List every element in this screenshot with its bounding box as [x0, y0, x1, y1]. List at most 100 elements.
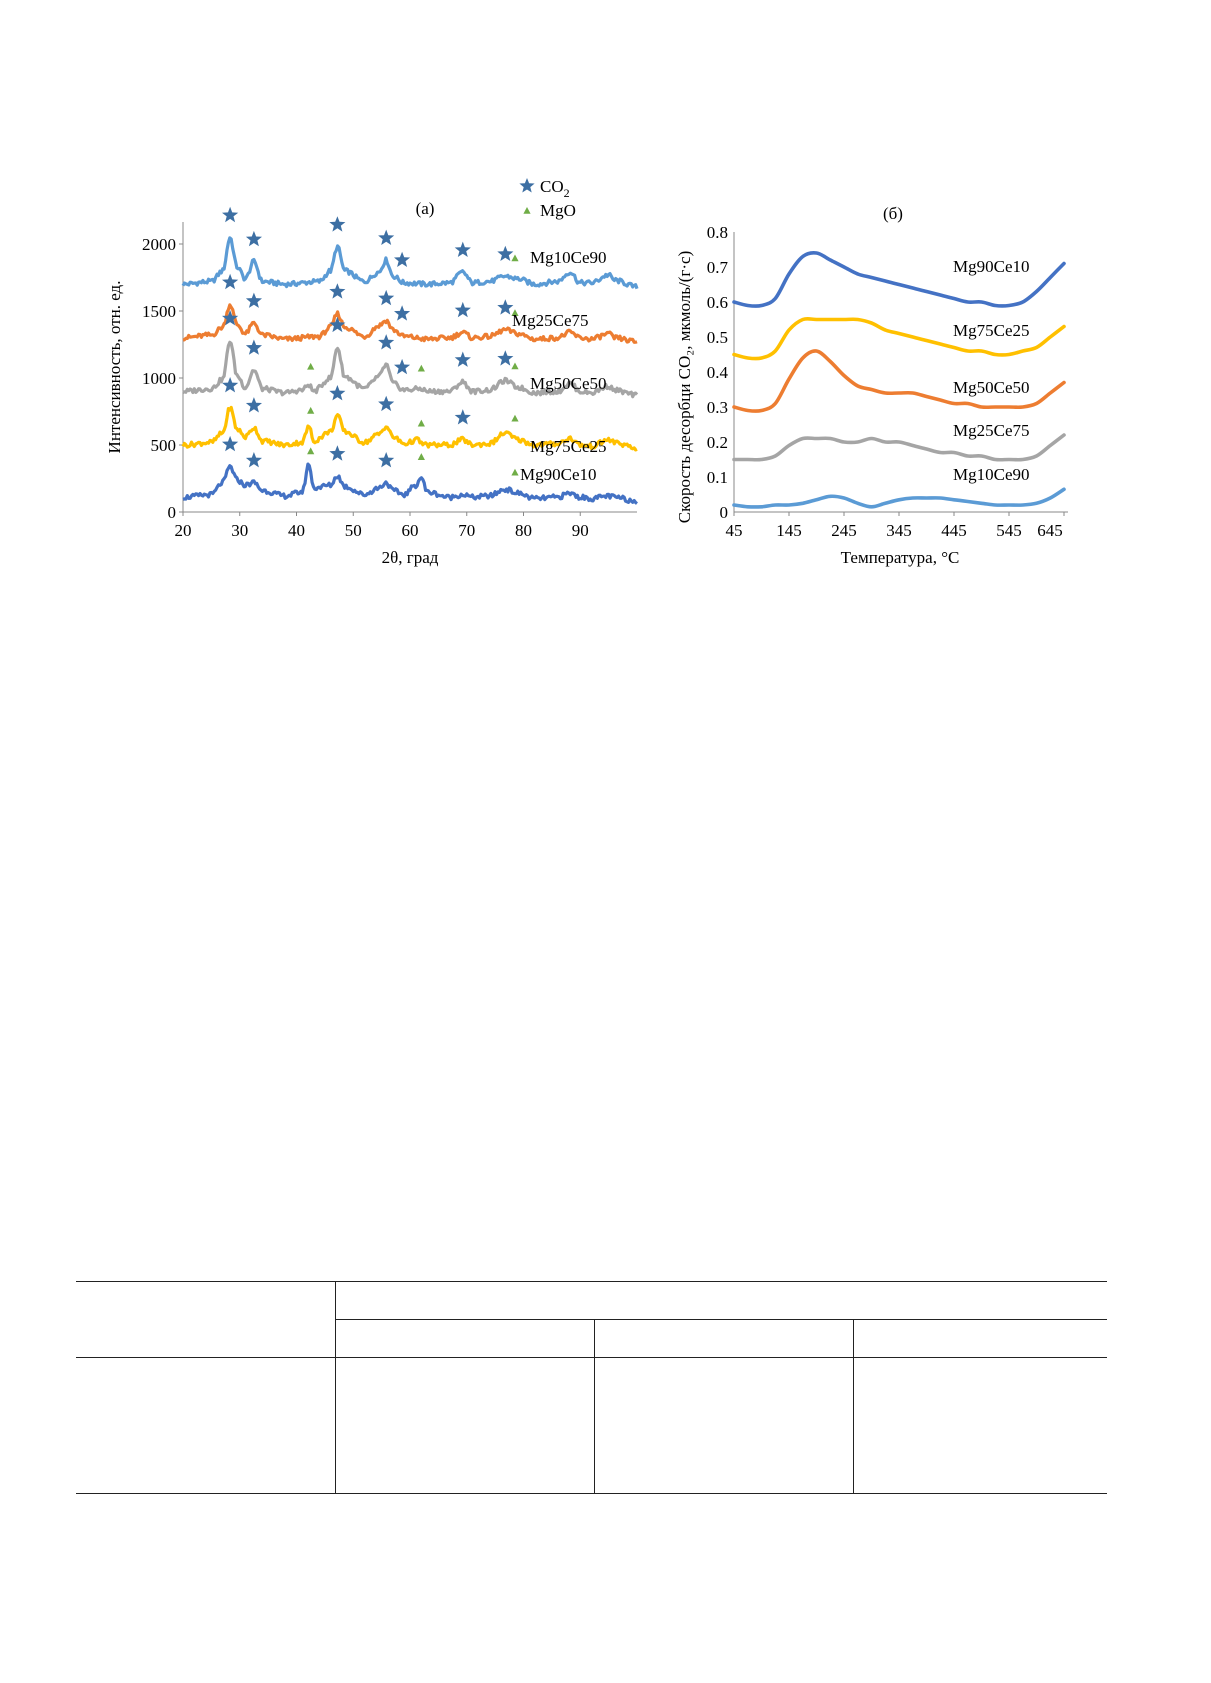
y-tick-label: 0.3: [707, 398, 728, 417]
panel-a-label: (a): [416, 199, 435, 218]
co2-star-icon: [222, 273, 239, 290]
panel-b-label: (б): [883, 204, 903, 223]
tpd-series-Mg10Ce90: [732, 487, 1066, 509]
tpd-series-label: Mg50Ce50: [953, 378, 1030, 397]
co2-star-icon: [222, 206, 239, 223]
xrd-series-label: Mg10Ce90: [530, 248, 607, 267]
y-tick-label: 2000: [142, 235, 176, 254]
x-tick-label: 545: [996, 521, 1022, 540]
co2-star-icon: [454, 351, 471, 367]
x-tick-label: 245: [831, 521, 857, 540]
co2-star-icon: [222, 435, 239, 452]
y-tick-label: 1500: [142, 302, 176, 321]
co2-star-icon: [245, 230, 262, 247]
mgo-triangle-icon: [417, 453, 425, 460]
y-tick-label: 0: [720, 503, 729, 522]
co2-star-icon: [378, 334, 395, 350]
y-tick-label: 0.6: [707, 293, 728, 312]
table-divider-2: [594, 1319, 595, 1493]
mgo-triangle-icon: [307, 362, 315, 370]
y-tick-label: 0.8: [707, 223, 728, 242]
co2-star-icon: [245, 339, 262, 355]
co2-star-icon: [394, 305, 411, 321]
mgo-triangle-icon: [511, 254, 519, 262]
xrd-chart-panel: (a) CO2 MgO 0 500 1000 1500 2000 20 30 40 50 60 7…: [105, 177, 639, 567]
mgo-triangle-icon: [307, 447, 315, 455]
x-tick-label: 345: [886, 521, 912, 540]
co2-star-icon: [222, 377, 239, 393]
xrd-series-Mg90Ce10: [182, 462, 638, 505]
tpd-series-Mg90Ce10: [732, 251, 1066, 308]
panel-b-x-axis-title: Температура, °C: [841, 548, 960, 567]
legend-triangle-icon: [523, 207, 531, 214]
co2-star-icon: [329, 283, 346, 299]
x-tick-label: 80: [515, 521, 532, 540]
tpd-series-Mg50Ce50: [732, 349, 1066, 413]
legend-mgo-label: MgO: [540, 201, 576, 220]
co2-star-icon: [245, 397, 262, 413]
co2-star-icon: [378, 229, 395, 245]
y-tick-label: 1000: [142, 369, 176, 388]
co2-star-icon: [245, 292, 262, 308]
xrd-series-label: Mg90Ce10: [520, 465, 597, 484]
x-tick-label: 60: [402, 521, 419, 540]
co2-star-icon: [497, 350, 514, 366]
tpd-series-Mg25Ce75: [732, 433, 1066, 462]
table-divider-3: [853, 1319, 854, 1493]
mgo-triangle-icon: [307, 406, 315, 414]
table-divider-1: [335, 1281, 336, 1493]
co2-star-icon: [329, 216, 346, 232]
xrd-series-label: Mg75Ce25: [530, 437, 607, 456]
mgo-triangle-icon: [511, 468, 519, 476]
xrd-series-Mg50Ce50: [182, 340, 639, 399]
mgo-triangle-icon: [417, 364, 425, 372]
legend-co2-label: CO2: [540, 177, 570, 200]
y-tick-label: 0.5: [707, 328, 728, 347]
panel-b-y-axis-title: Скорость десорбци CO₂, мкмоль/(г·с): [675, 251, 694, 523]
co2-star-icon: [497, 299, 514, 315]
xrd-series-Mg25Ce75: [182, 303, 638, 344]
x-tick-label: 645: [1037, 521, 1063, 540]
table-bottom-rule: [76, 1493, 1107, 1494]
tpd-chart-panel: (б) 0 0.1 0.2 0.3 0.4 0.5 0.6 0.7 0.8 45 145 245 34…: [675, 204, 1068, 567]
x-tick-label: 70: [458, 521, 475, 540]
x-tick-label: 45: [726, 521, 743, 540]
legend-star-icon: [519, 178, 535, 193]
y-tick-label: 0.7: [707, 258, 729, 277]
mgo-triangle-icon: [511, 362, 519, 370]
panel-a-y-axis-title: Интенсивность, отн. ед.: [105, 281, 124, 454]
co2-star-icon: [378, 289, 395, 306]
co2-star-icon: [245, 452, 262, 468]
x-tick-label: 445: [941, 521, 967, 540]
x-tick-label: 20: [175, 521, 192, 540]
co2-star-icon: [378, 452, 395, 468]
co2-star-icon: [222, 310, 239, 326]
co2-star-icon: [329, 316, 346, 333]
y-tick-label: 0: [168, 503, 177, 522]
x-tick-label: 50: [345, 521, 362, 540]
empty-table-frame: [76, 1281, 1107, 1494]
x-tick-label: 145: [776, 521, 802, 540]
table-header-rule: [76, 1357, 1107, 1358]
xrd-series-Mg10Ce90: [181, 236, 639, 290]
tpd-series-label: Mg75Ce25: [953, 321, 1030, 340]
tpd-series-Mg75Ce25: [732, 316, 1066, 361]
table-subheader-rule: [335, 1319, 1107, 1320]
x-tick-label: 30: [231, 521, 248, 540]
x-tick-label: 90: [572, 521, 589, 540]
y-tick-label: 0.4: [707, 363, 729, 382]
co2-star-icon: [454, 409, 471, 425]
mgo-triangle-icon: [511, 309, 519, 317]
x-tick-label: 40: [288, 521, 305, 540]
xrd-series-Mg75Ce25: [181, 405, 638, 452]
co2-star-icon: [394, 358, 411, 375]
mgo-triangle-icon: [417, 419, 425, 427]
y-tick-label: 500: [151, 436, 177, 455]
co2-star-icon: [378, 395, 395, 412]
co2-star-icon: [497, 245, 514, 261]
xrd-series-label: Mg50Ce50: [530, 374, 607, 393]
mgo-triangle-icon: [511, 414, 519, 422]
co2-star-icon: [329, 385, 346, 401]
tpd-series-label: Mg25Ce75: [953, 421, 1030, 440]
